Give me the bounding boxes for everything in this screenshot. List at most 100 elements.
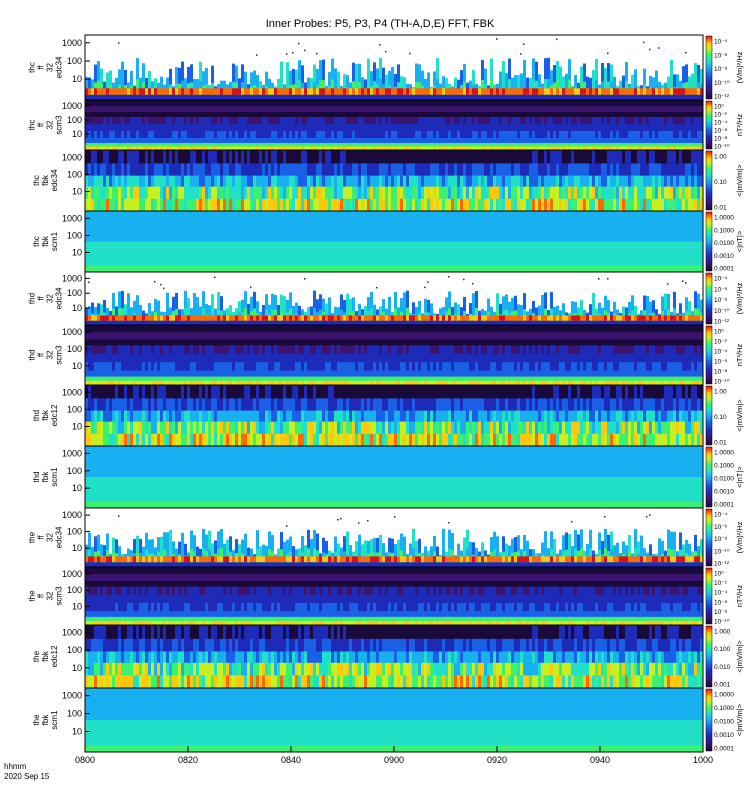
cell	[400, 106, 403, 113]
cell	[106, 117, 109, 125]
cell	[400, 163, 403, 177]
cell	[514, 106, 517, 113]
cell	[598, 112, 601, 118]
cell	[643, 138, 646, 144]
cell	[367, 88, 370, 95]
cell	[595, 265, 598, 273]
cell	[109, 198, 112, 212]
cell	[364, 146, 367, 151]
cell	[520, 88, 523, 95]
cell	[526, 146, 529, 151]
cell	[256, 117, 259, 125]
cell	[472, 117, 475, 125]
cell	[367, 256, 370, 267]
cell	[256, 94, 259, 100]
cell	[637, 198, 640, 212]
cell	[445, 211, 448, 224]
cell	[217, 100, 220, 107]
cell	[241, 211, 244, 224]
cell	[643, 106, 646, 113]
cell	[103, 163, 106, 177]
cell	[175, 100, 178, 107]
cell	[532, 150, 535, 164]
cell	[613, 138, 616, 144]
cell	[103, 94, 106, 100]
cell	[469, 94, 472, 100]
cell	[655, 223, 658, 242]
cell	[391, 117, 394, 125]
cell	[550, 223, 553, 242]
cell	[364, 198, 367, 212]
cell	[397, 124, 400, 132]
cell	[274, 256, 277, 267]
cell	[679, 265, 682, 273]
cell	[460, 146, 463, 151]
cell	[355, 241, 358, 258]
colorbar-unit: <|nT|>	[735, 230, 744, 252]
cell	[661, 265, 664, 273]
cell	[232, 223, 235, 242]
cell	[547, 100, 550, 107]
cell	[382, 163, 385, 177]
cell	[496, 138, 499, 144]
cell	[544, 265, 547, 273]
cell	[379, 131, 382, 139]
cell	[421, 88, 424, 95]
cell	[643, 150, 646, 164]
cell	[208, 106, 211, 113]
cell	[634, 131, 637, 139]
cell	[595, 94, 598, 100]
cell	[142, 211, 145, 224]
cell	[457, 112, 460, 118]
cell	[448, 117, 451, 125]
cell	[190, 106, 193, 113]
cell	[148, 265, 151, 273]
cell	[406, 106, 409, 113]
cell	[463, 256, 466, 267]
cell	[406, 88, 409, 95]
cell	[127, 146, 130, 151]
cell	[136, 138, 139, 144]
cell	[547, 256, 550, 267]
cell	[106, 175, 109, 188]
cell	[256, 146, 259, 151]
cell	[391, 106, 394, 113]
cell	[178, 223, 181, 242]
cell	[259, 241, 262, 258]
cell	[346, 106, 349, 113]
cell	[184, 131, 187, 139]
cell	[358, 63, 361, 100]
cell	[535, 138, 538, 144]
cell	[646, 124, 649, 132]
cell	[607, 211, 610, 224]
cell	[289, 198, 292, 212]
cell	[361, 175, 364, 188]
cell	[445, 256, 448, 267]
cell	[217, 186, 220, 200]
cell	[379, 143, 382, 147]
cell	[289, 150, 292, 164]
cell	[418, 150, 421, 164]
cell	[646, 186, 649, 200]
cell	[529, 88, 532, 95]
cell	[535, 186, 538, 200]
cell	[673, 106, 676, 113]
cell	[142, 265, 145, 273]
cell	[352, 146, 355, 151]
cell	[121, 94, 124, 100]
cell	[487, 94, 490, 100]
cell	[577, 146, 580, 151]
cell	[187, 223, 190, 242]
cell	[415, 106, 418, 113]
cell	[301, 211, 304, 224]
cell	[649, 88, 652, 95]
cell	[121, 198, 124, 212]
cell	[544, 117, 547, 125]
cell	[580, 143, 583, 147]
cell	[250, 241, 253, 258]
cell	[286, 138, 289, 144]
cell	[688, 175, 691, 188]
cell	[412, 124, 415, 132]
cell	[154, 256, 157, 267]
cell	[541, 106, 544, 113]
